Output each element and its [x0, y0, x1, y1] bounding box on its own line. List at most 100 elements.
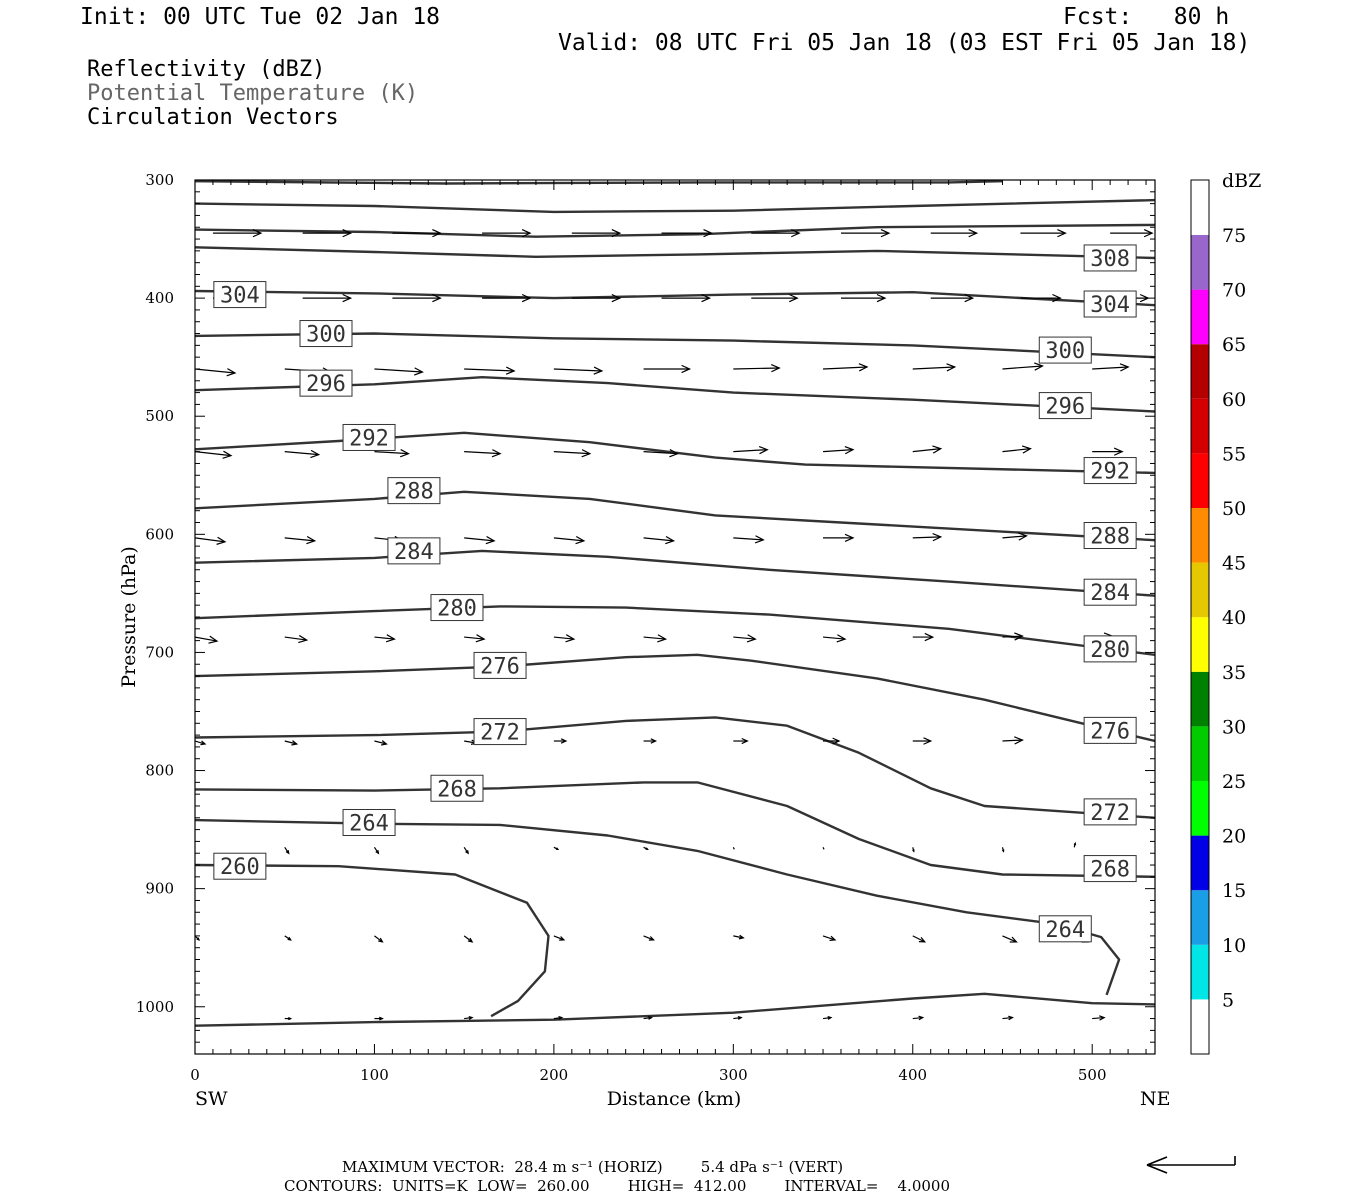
contour-label-text: 276 [480, 654, 520, 679]
contour-label-text: 276 [1090, 719, 1130, 744]
contour-label: 280 [430, 594, 484, 622]
circulation-vector [822, 847, 825, 850]
circulation-vector [733, 1015, 743, 1020]
vector-head [575, 535, 586, 545]
circulation-vector [912, 847, 915, 853]
plot-frame [194, 179, 1156, 1055]
vector-head [306, 535, 317, 545]
vector-shaft [464, 636, 485, 640]
contour-label-text: 292 [1090, 460, 1130, 485]
vector-head [1099, 1015, 1106, 1021]
vector-head [791, 229, 801, 238]
vector-shaft [284, 740, 297, 745]
contour-label-box [342, 423, 396, 451]
colorbar-label: 5 [1222, 989, 1234, 1011]
theta-contour-line [195, 246, 1155, 260]
circulation-vector [1001, 847, 1005, 853]
colorbar-segment [1191, 617, 1209, 672]
vector-head [558, 1015, 564, 1020]
contour-label-text: 284 [394, 540, 434, 565]
vector-head [829, 935, 837, 942]
contour-label-text: 300 [306, 323, 346, 348]
vector-head [252, 229, 263, 238]
circulation-vector [553, 846, 560, 850]
vector-head [1001, 849, 1005, 853]
vector-shaft [1002, 535, 1027, 539]
vector-head [555, 847, 560, 850]
vector-head [946, 363, 957, 372]
circulation-vector [823, 533, 855, 543]
circulation-vector [374, 634, 396, 643]
vector-head [789, 293, 799, 303]
y-tick-label: 600 [145, 525, 174, 543]
vector-shaft [195, 451, 232, 457]
circulation-vector [930, 293, 975, 303]
vector-head [703, 229, 714, 238]
contour-label: 276 [473, 651, 527, 679]
circulation-vector [661, 229, 714, 238]
colorbar-label: 45 [1222, 553, 1246, 575]
vector-head [288, 1016, 293, 1021]
colorbar-label: 10 [1222, 935, 1246, 957]
circulation-vector [195, 740, 207, 746]
contour-label-text: 300 [1045, 339, 1085, 364]
contour-label: 272 [473, 718, 527, 746]
circulation-vector [553, 738, 568, 744]
vector-shaft [822, 935, 836, 941]
vector-head [287, 936, 292, 941]
theta-contours [195, 180, 1155, 1027]
vector-shaft [643, 537, 674, 542]
contour-label: 264 [1038, 915, 1092, 943]
circulation-vector [732, 847, 735, 850]
vector-shaft [553, 451, 590, 455]
x-tick-label: 200 [540, 1066, 569, 1084]
circulation-vector [1092, 447, 1124, 456]
vector-head [1073, 841, 1077, 846]
vector-shaft [822, 449, 854, 453]
vector-head [844, 446, 855, 455]
colorbar-labels: 5 10 15 20 25 30 35 40 45 50 55 60 65 70 75 [1222, 225, 1246, 1011]
vector-head [200, 740, 207, 746]
vector-head [208, 635, 219, 644]
vector-head [648, 936, 655, 941]
contour-label: 272 [1083, 798, 1137, 826]
contour-label: 292 [1083, 457, 1137, 485]
circulation-vector [1002, 532, 1028, 541]
valid-time: Valid: 08 UTC Fri 05 Jan 18 (03 EST Fri … [558, 30, 1251, 56]
colorbar-label: 70 [1222, 280, 1246, 302]
contour-label-text: 268 [1090, 858, 1130, 883]
vector-shaft [1002, 448, 1031, 453]
vector-head [1113, 447, 1124, 456]
colorbar-segment [1191, 944, 1209, 1000]
vector-head [611, 293, 622, 303]
vector-head [521, 293, 532, 303]
contour-label-box [473, 718, 527, 746]
vector-shaft [1002, 635, 1023, 638]
vector-head [342, 293, 353, 303]
init-time: Init: 00 UTC Tue 02 Jan 18 [80, 4, 441, 30]
colorbar-label: 75 [1222, 225, 1246, 247]
vector-shaft [643, 935, 654, 941]
contour-label: 268 [1083, 855, 1137, 883]
contour-label-text: 272 [1090, 801, 1130, 826]
circulation-vectors [195, 229, 1154, 1021]
circulation-vector [733, 445, 769, 455]
circulation-vector [733, 535, 765, 544]
vector-shaft [195, 740, 206, 745]
vector-head [310, 449, 321, 459]
circulation-vector [1020, 229, 1067, 238]
x-tick-label: 500 [1078, 1066, 1107, 1084]
circulation-vector [463, 846, 469, 855]
vector-head [581, 449, 592, 458]
vector-head [827, 1015, 833, 1020]
circulation-vector [374, 367, 424, 376]
circulation-vector [373, 846, 380, 855]
x-right-end-label: NE [1140, 1088, 1171, 1110]
vector-head [375, 850, 380, 855]
circulation-vector [1020, 293, 1062, 303]
colorbar-label: 50 [1222, 498, 1246, 520]
vector-head [844, 533, 855, 543]
circulation-vector [1002, 1015, 1014, 1021]
vector-head [611, 229, 622, 238]
vector-head [912, 849, 915, 853]
